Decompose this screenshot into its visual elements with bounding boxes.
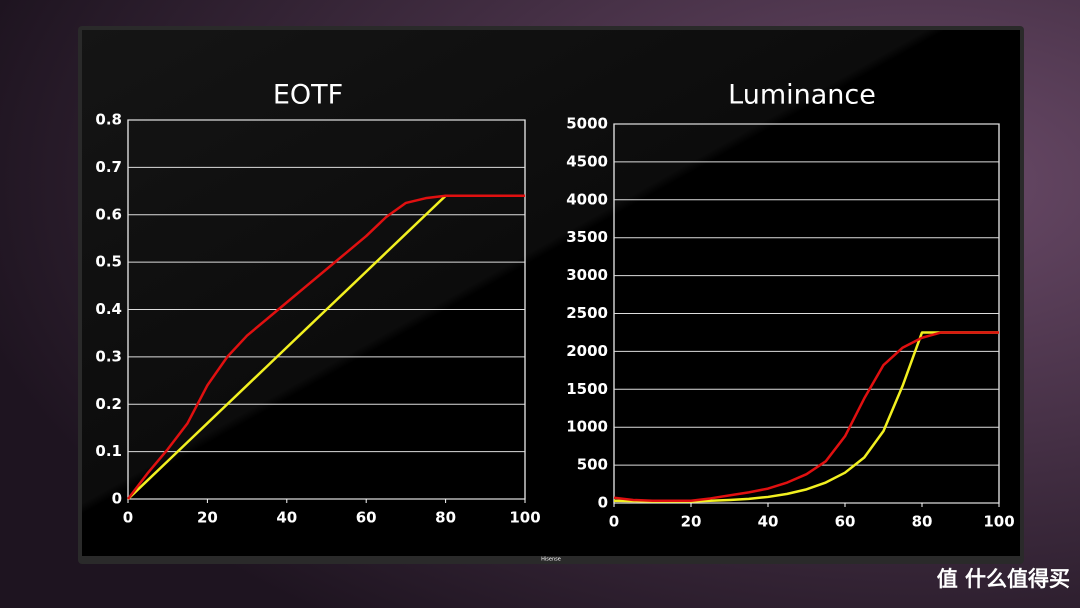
y-tick-label: 500 [577,456,608,474]
y-tick-label: 0.6 [95,205,122,223]
brand: Hisense [541,557,561,563]
y-tick-label: 2500 [566,304,608,322]
x-tick-label: 100 [509,509,540,527]
chart-title: EOTF [273,80,343,111]
watermark: 值 什么值得买 [937,567,1070,591]
x-tick-label: 100 [983,513,1014,531]
y-tick-label: 0.3 [95,347,122,365]
y-tick-label: 5000 [566,115,608,133]
tv-screen [82,30,1020,556]
chart-title: Luminance [728,80,876,111]
y-tick-label: 1000 [566,418,608,436]
y-tick-label: 4000 [566,190,608,208]
x-tick-label: 0 [609,513,619,531]
x-tick-label: 40 [276,509,297,527]
charts: EOTF 0 0.1 0.2 0.3 0.4 0.5 0.6 0.7 0.8 0 20 40 60 80 10… [95,80,1014,531]
series-line [127,194,525,500]
x-tick-label: 40 [758,513,779,531]
x-tick-label: 80 [435,509,456,527]
y-tick-label: 0.5 [95,253,122,271]
y-tick-label: 3500 [566,228,608,246]
y-tick-label: 0 [598,494,608,512]
x-tick-label: 80 [912,513,933,531]
x-tick-label: 60 [835,513,856,531]
x-tick-label: 20 [681,513,702,531]
y-tick-label: 0 [112,490,122,508]
y-tick-label: 0.1 [95,442,122,460]
y-tick-label: 4500 [566,152,608,170]
x-tick-label: 60 [356,509,377,527]
y-tick-label: 0.7 [95,158,122,176]
series-line [613,331,999,502]
y-tick-label: 0.2 [95,395,122,413]
y-tick-label: 0.4 [95,300,122,318]
y-tick-label: 2000 [566,342,608,360]
y-tick-label: 0.8 [95,111,122,129]
x-tick-label: 20 [197,509,218,527]
x-tick-label: 0 [123,509,133,527]
y-tick-label: 1500 [566,380,608,398]
y-tick-label: 3000 [566,266,608,284]
